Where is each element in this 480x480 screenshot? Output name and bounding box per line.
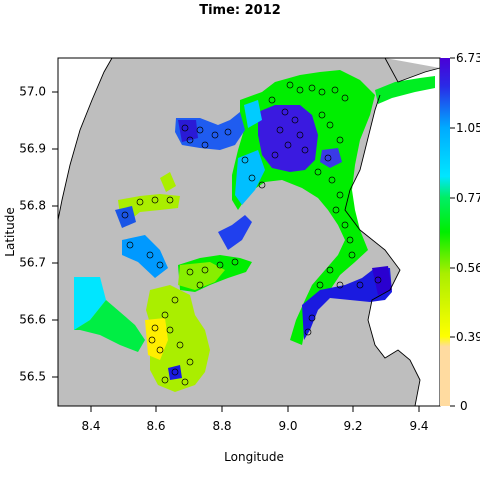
y-tick-label: 56.5	[19, 370, 46, 384]
region-south-bay	[146, 285, 210, 392]
y-axis-label: Latitude	[3, 207, 17, 256]
y-axis: 57.0 56.9 56.8 56.7 56.6 56.5 Latitude	[3, 85, 58, 384]
y-tick-label: 56.7	[19, 256, 46, 270]
x-tick-label: 8.4	[81, 419, 100, 433]
coastline	[57, 57, 441, 407]
x-axis-label: Longitude	[224, 450, 284, 464]
y-tick-label: 56.9	[19, 142, 46, 156]
region-left-arm-2	[122, 235, 168, 278]
sample-points	[121, 81, 382, 386]
kattegat-area	[345, 58, 440, 406]
region-main-lightblue	[235, 150, 265, 205]
x-tick-label: 9.4	[409, 419, 428, 433]
colorbar-tick-label: 0.39	[456, 330, 480, 344]
chart-title: Time: 2012	[199, 3, 281, 18]
colorbar-tick-label: 0	[460, 399, 468, 413]
colorbar-tick-label: 0.77	[456, 191, 480, 205]
x-tick-label: 9.2	[343, 419, 362, 433]
region-ne-green	[375, 76, 435, 104]
colorbar: 6.73 1.05 0.77 0.56 0.39 0	[440, 51, 480, 413]
region-south-yellow	[145, 318, 168, 360]
region-west-green	[74, 300, 145, 352]
y-tick-label: 56.6	[19, 313, 46, 327]
region-left-blue	[115, 206, 136, 228]
colorbar-gradient	[440, 58, 450, 406]
y-tick-label: 56.8	[19, 199, 46, 213]
region-west-cyan	[74, 277, 106, 330]
colorbar-tick-label: 1.05	[456, 121, 480, 135]
plot-area	[57, 57, 441, 407]
x-tick-label: 8.8	[212, 419, 231, 433]
region-main-blue	[258, 105, 318, 172]
y-tick-label: 57.0	[19, 85, 46, 99]
region-lightblue-2	[244, 100, 262, 128]
colorbar-tick-label: 6.73	[456, 51, 480, 65]
x-tick-label: 9.0	[278, 419, 297, 433]
north-sea-area	[58, 58, 112, 220]
x-axis: 8.4 8.6 8.8 9.0 9.2 9.4 Longitude	[81, 406, 429, 464]
region-central-blue	[218, 215, 252, 250]
region-east-blue	[302, 268, 392, 340]
x-tick-label: 8.6	[146, 419, 165, 433]
region-east-blue-2	[372, 266, 392, 295]
region-left-small	[160, 172, 176, 192]
region-south-blue	[168, 365, 182, 380]
colorbar-tick-label: 0.56	[456, 261, 480, 275]
